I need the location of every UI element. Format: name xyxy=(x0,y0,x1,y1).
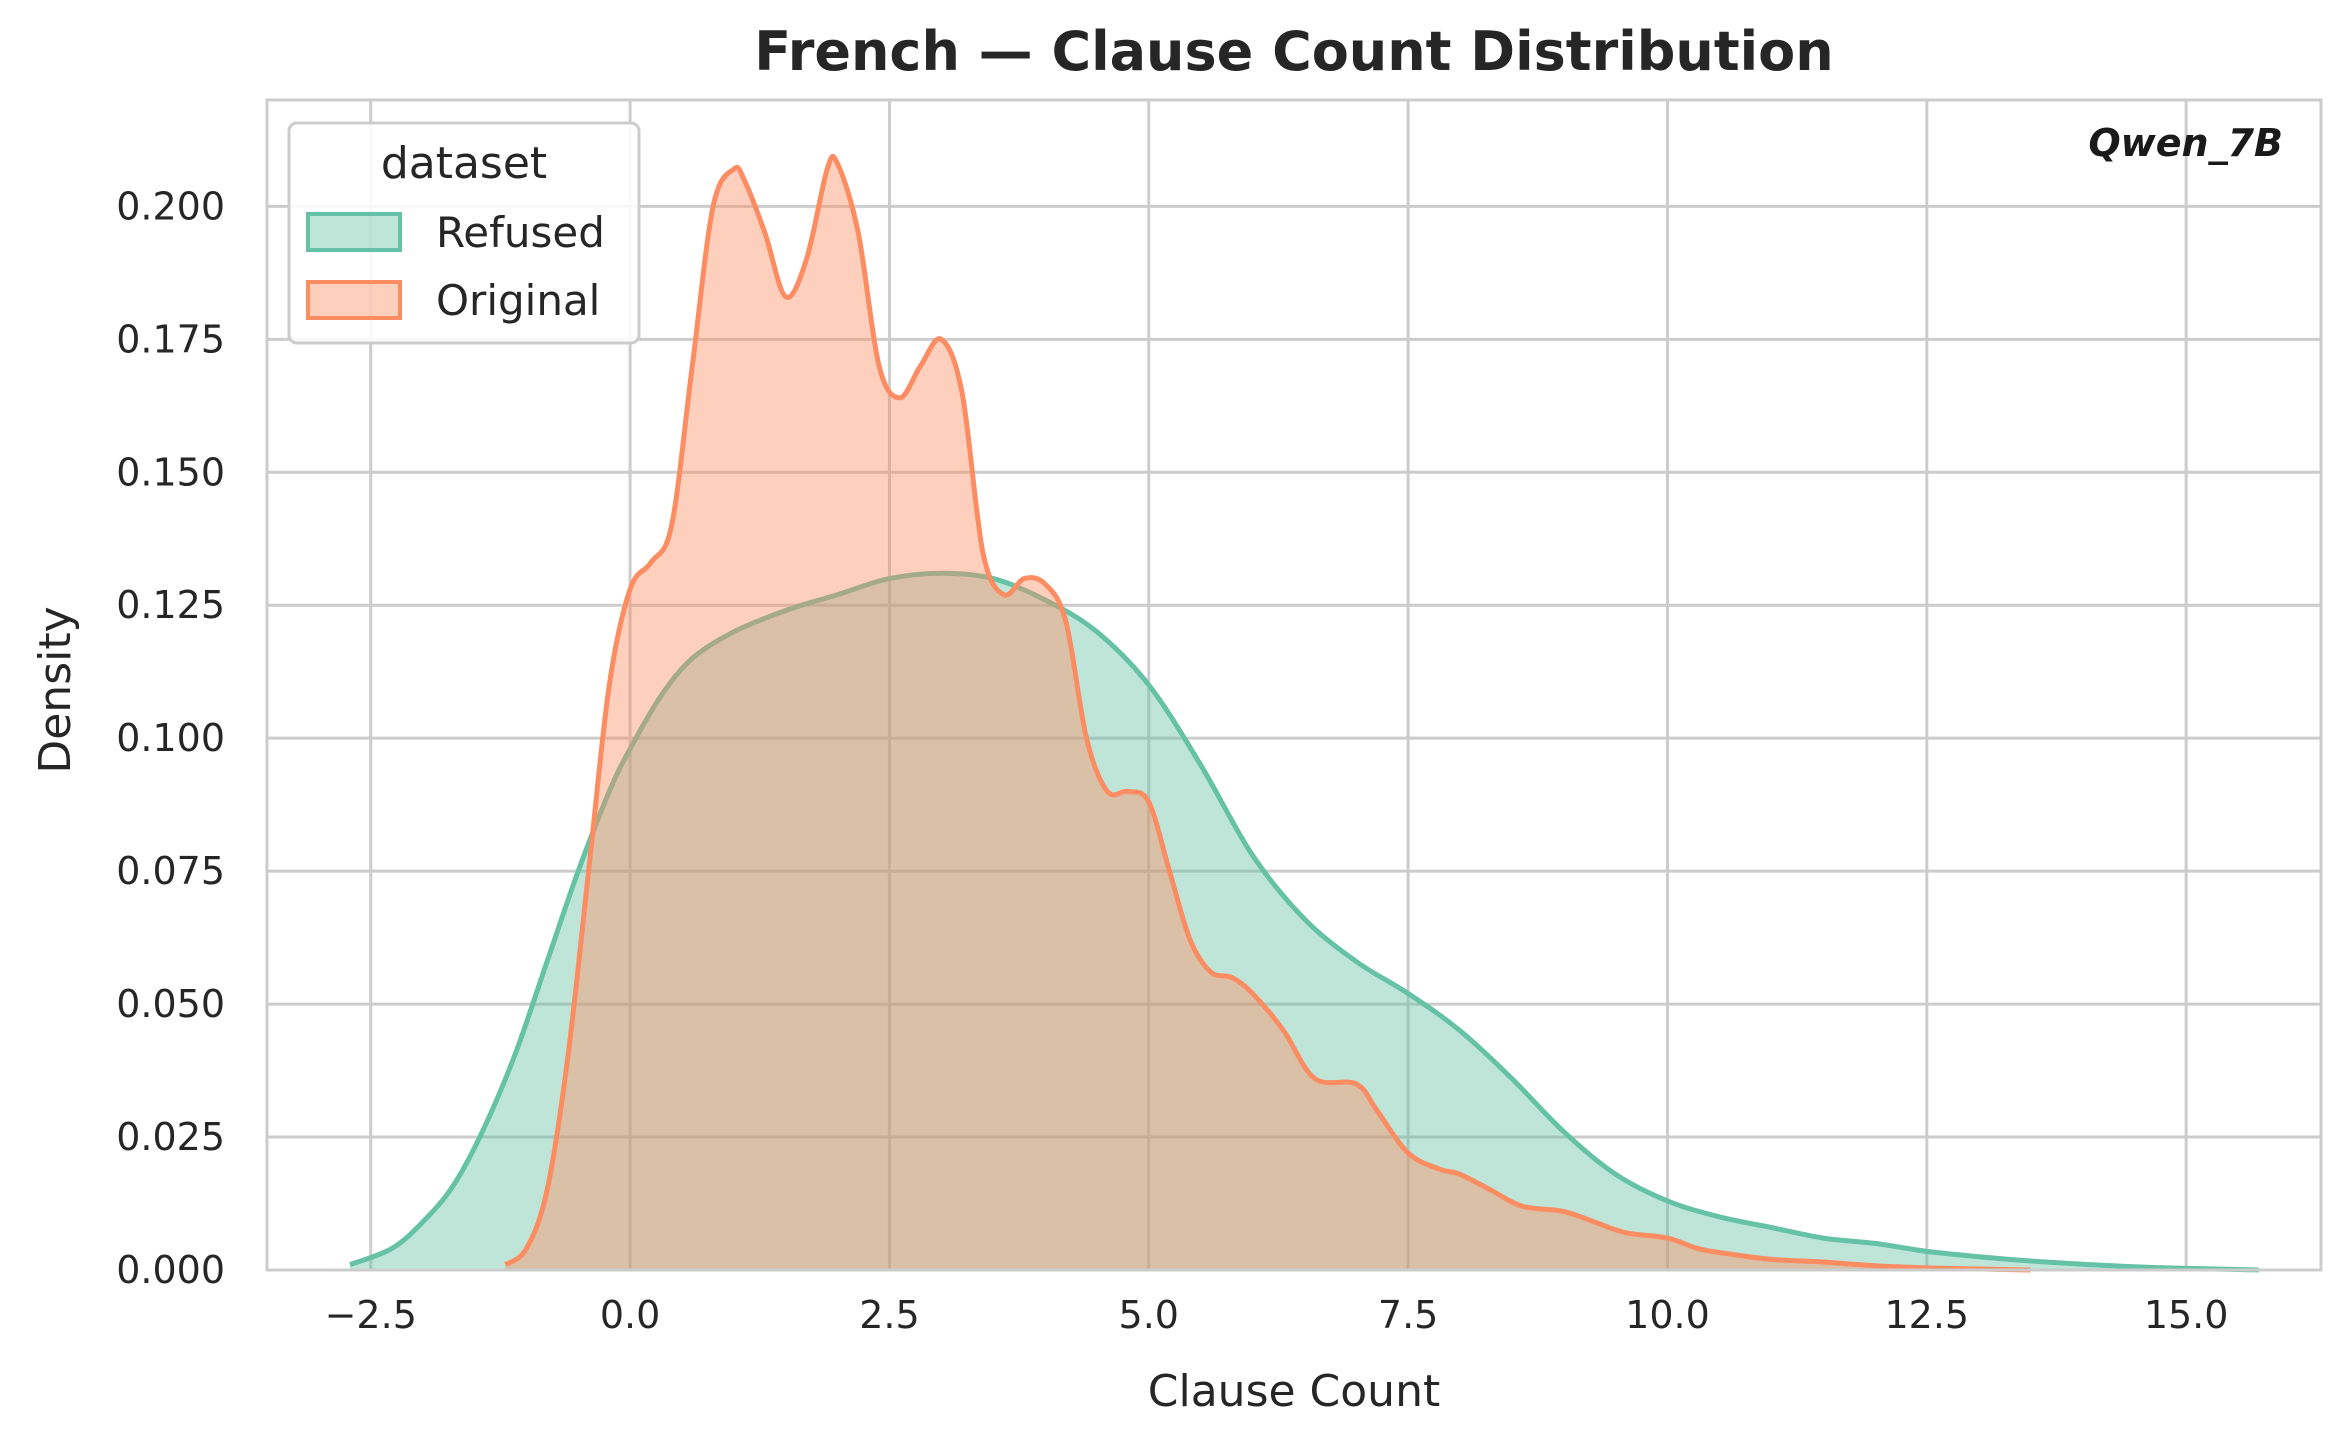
y-tick-label: 0.150 xyxy=(116,450,225,494)
legend-label-refused: Refused xyxy=(436,208,605,257)
x-tick-label: 5.0 xyxy=(1119,1293,1179,1337)
plot-frame xyxy=(265,98,2323,1272)
x-tick-label: 0.0 xyxy=(600,1293,660,1337)
x-tick-label: 15.0 xyxy=(2144,1293,2229,1337)
x-tick-label: 7.5 xyxy=(1378,1293,1438,1337)
legend: dataset Refused Original xyxy=(287,121,641,345)
y-tick-label: 0.050 xyxy=(116,982,225,1026)
y-tick-label: 0.075 xyxy=(116,849,225,893)
y-tick-label: 0.100 xyxy=(116,716,225,760)
legend-box xyxy=(287,121,641,345)
legend-swatch-original xyxy=(306,280,402,320)
y-tick-label: 0.200 xyxy=(116,184,225,228)
x-tick-label: 12.5 xyxy=(1884,1293,1969,1337)
y-tick-label: 0.025 xyxy=(116,1115,225,1159)
y-axis-ticks: 0.000 0.025 0.050 0.075 0.100 0.125 0.150 0.175… xyxy=(116,184,225,1292)
x-tick-label: 10.0 xyxy=(1625,1293,1710,1337)
density-line-refused xyxy=(349,570,2259,1273)
series-layer xyxy=(349,154,2259,1273)
x-axis-ticks: −2.5 0.0 2.5 5.0 7.5 10.0 12.5 15.0 xyxy=(325,1293,2229,1337)
legend-swatch-refused xyxy=(306,212,402,252)
x-axis-label: Clause Count xyxy=(1148,1366,1440,1417)
y-tick-label: 0.175 xyxy=(116,317,225,361)
y-tick-label: 0.125 xyxy=(116,583,225,627)
grid xyxy=(267,100,2321,1272)
x-tick-label: 2.5 xyxy=(859,1293,919,1337)
legend-title: dataset xyxy=(381,138,547,189)
y-tick-label: 0.000 xyxy=(116,1248,225,1292)
legend-label-original: Original xyxy=(436,276,600,325)
x-tick-label: −2.5 xyxy=(325,1293,417,1337)
chart-title: French — Clause Count Distribution xyxy=(754,20,1833,83)
y-axis-label: Density xyxy=(30,606,81,773)
model-annotation: Qwen_7B xyxy=(2088,121,2283,165)
density-line-original xyxy=(504,154,2031,1273)
density-area-original xyxy=(505,156,2031,1270)
